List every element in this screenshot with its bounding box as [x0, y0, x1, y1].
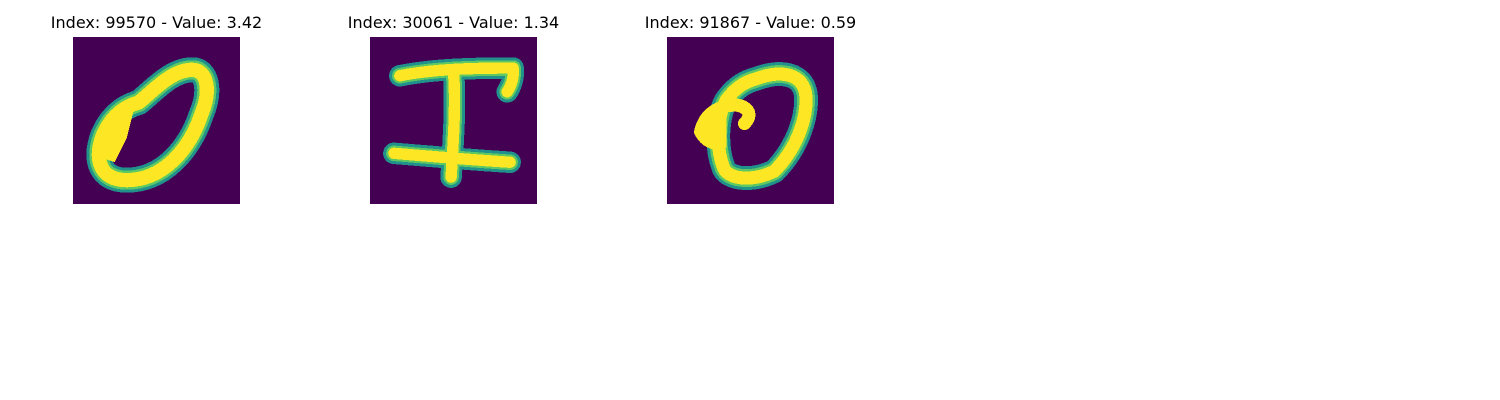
panel-3: Index: 91867 - Value: 0.59 — [602, 0, 899, 210]
panel-title: Index: 30061 - Value: 1.34 — [347, 13, 560, 32]
panel-2: Index: 30061 - Value: 1.34 — [305, 0, 602, 210]
digit-image-zero — [667, 37, 834, 204]
digit-image-zero — [73, 37, 240, 204]
panel-title: Index: 99570 - Value: 3.42 — [50, 13, 263, 32]
letter-i-image — [370, 37, 537, 204]
panel-1: Index: 99570 - Value: 3.42 — [8, 0, 305, 210]
panel-title: Index: 91867 - Value: 0.59 — [644, 13, 857, 32]
